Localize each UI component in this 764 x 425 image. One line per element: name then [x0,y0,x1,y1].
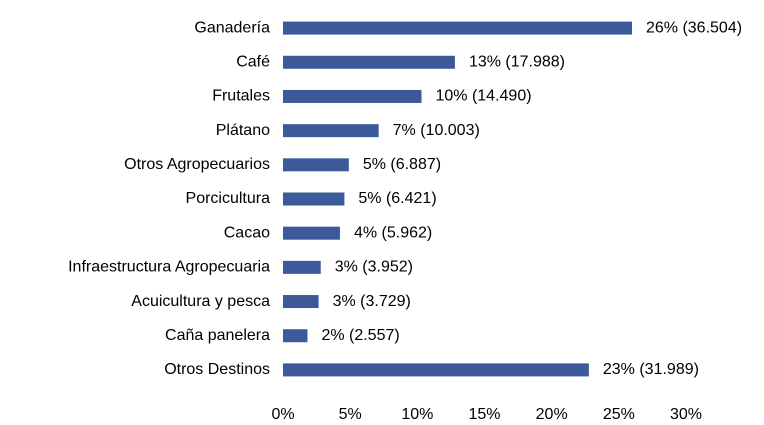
x-tick-label: 10% [401,406,433,423]
x-tick-label: 15% [468,406,500,423]
x-tick-label: 20% [536,406,568,423]
value-label: 13% (17.988) [469,53,565,70]
value-label: 4% (5.962) [354,224,432,241]
bar [283,226,340,240]
y-tick-label: Porcicultura [186,190,271,207]
y-tick-label: Acuicultura y pesca [131,293,270,310]
value-label: 5% (6.887) [363,156,441,173]
y-tick-label: Infraestructura Agropecuaria [68,259,270,276]
y-tick-label: Cacao [224,224,270,241]
value-label: 3% (3.952) [335,259,413,276]
bar [283,124,379,138]
y-tick-label: Otros Destinos [164,361,270,378]
bar [283,260,321,274]
value-label: 10% (14.490) [435,88,531,105]
value-label: 26% (36.504) [646,19,742,36]
bar [283,158,349,172]
bar [283,89,422,103]
x-tick-label: 30% [670,406,702,423]
y-tick-label: Frutales [212,88,270,105]
bar [283,192,345,206]
bar [283,21,632,35]
y-tick-label: Otros Agropecuarios [124,156,270,173]
bar [283,295,319,309]
value-label: 2% (2.557) [321,327,399,344]
x-tick-label: 0% [271,406,294,423]
y-tick-label: Café [236,53,270,70]
value-label: 5% (6.421) [358,190,436,207]
y-tick-label: Ganadería [194,19,270,36]
y-tick-label: Caña panelera [165,327,270,344]
value-label: 3% (3.729) [333,293,411,310]
value-label: 23% (31.989) [603,361,699,378]
bar [283,329,308,343]
x-tick-label: 5% [339,406,362,423]
value-label: 7% (10.003) [393,122,480,139]
y-tick-label: Plátano [216,122,270,139]
bar [283,55,455,69]
bar [283,363,589,377]
x-tick-label: 25% [603,406,635,423]
